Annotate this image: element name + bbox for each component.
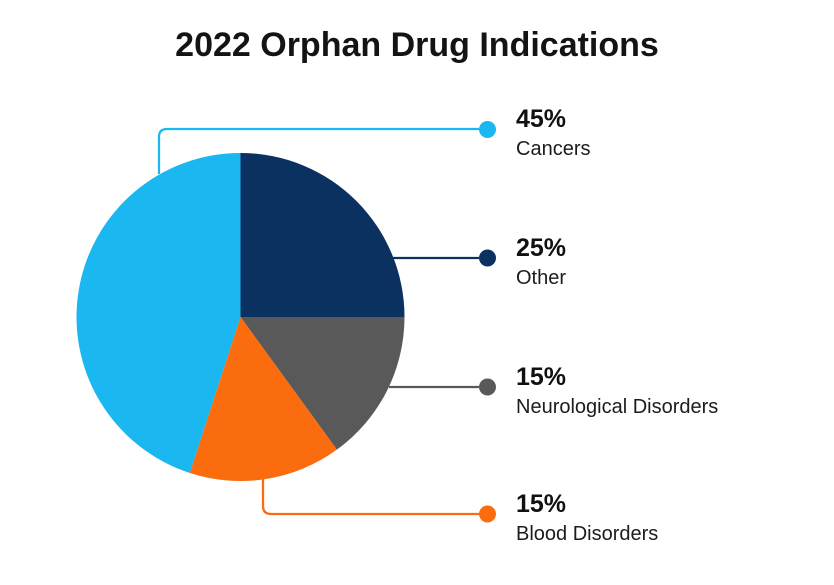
legend-dot-cancers xyxy=(479,121,496,138)
pie-slice-cancers xyxy=(76,153,241,473)
chart-title: 2022 Orphan Drug Indications xyxy=(175,26,659,64)
legend-dot-blood-disorders xyxy=(479,505,496,523)
legend-dot-neurological-disorders xyxy=(479,378,496,396)
leader-line-blood-disorders xyxy=(261,476,479,516)
pie-slice-other xyxy=(240,153,405,317)
pie-slice-blood-disorders xyxy=(189,317,337,481)
pie-slice-neurological-disorders xyxy=(240,317,405,450)
leader-line-cancers xyxy=(157,127,479,174)
leader-lines xyxy=(157,121,496,523)
legend-dot-other xyxy=(479,249,496,267)
pie-slices xyxy=(76,153,405,481)
